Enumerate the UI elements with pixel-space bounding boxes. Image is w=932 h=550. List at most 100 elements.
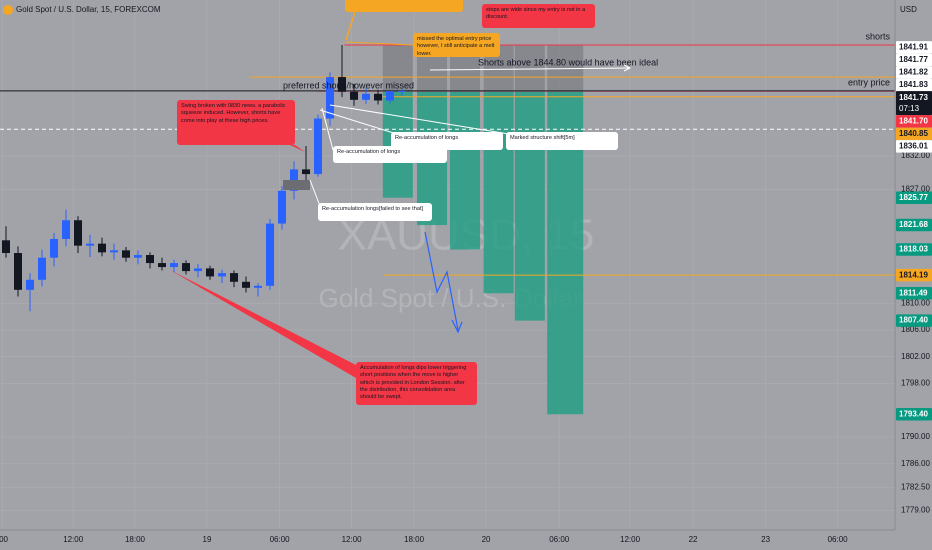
arrow-head [623,64,632,72]
chart-text: preferred shorts/however missed [283,80,414,90]
price-badge-label: 1807.40 [899,316,928,325]
candle-body [26,279,35,290]
x-tick-label: 20 [482,535,491,544]
price-badge-time: 07:13 [899,104,920,113]
candle-body [110,250,119,253]
target-zone [514,91,545,321]
candle-body [38,257,47,280]
price-label: 1841.82 [896,66,932,79]
price-label: 1836.01 [896,140,932,153]
candle-body [314,118,323,175]
price-badge [896,243,932,256]
price-badge-label: 1793.40 [899,409,928,418]
price-badge [896,218,932,232]
y-tick-label: 1806.00 [901,325,930,334]
y-tick-label: 1832.00 [901,151,930,160]
candle-body [170,263,179,268]
price-badge [896,314,932,327]
price-badge [896,115,932,128]
arrow-head [451,319,463,334]
price-badge [896,66,932,79]
y-tick-label: 1779.00 [901,506,930,515]
price-badge [896,191,932,204]
price-badge [896,127,932,141]
candle-body [266,223,275,286]
y-tick-label: 1827.00 [901,185,930,194]
x-tick-label: 06:00 [270,535,291,544]
price-label: 1841.83 [896,78,932,92]
price-label: 1841.91 [896,41,932,54]
candle-body [230,273,239,282]
price-badge-label: 1841.91 [899,42,928,51]
pointer [345,11,356,41]
candle-body [158,263,167,268]
y-tick-label: 1810.00 [901,298,930,307]
price-badge [896,286,932,300]
price-badge-label: 1841.70 [899,116,928,125]
candle-body [74,220,83,246]
note-box [345,0,463,12]
pointer [344,41,414,46]
y-tick-label: 1790.00 [901,432,930,441]
candle-body [362,93,371,100]
price-badge-label: 1818.03 [899,245,928,254]
candle-body [278,190,287,224]
candle-body [62,220,71,239]
projection-path [424,231,459,331]
candle-body [86,243,95,246]
candle-body [338,77,347,92]
x-tick-label: 23 [761,535,770,544]
y-tick-label: 1802.00 [901,352,930,361]
note: missed the optimal entry price however, … [413,33,500,57]
stop-zone [514,44,545,92]
x-tick-label: :00 [0,535,9,544]
x-tick-label: 19 [203,535,212,544]
pointer [170,270,356,378]
note: Accumulation of longs dips lower trigger… [356,362,477,405]
x-tick-label: 18:00 [404,535,425,544]
arrow-line [429,67,631,71]
candle-body [386,91,395,101]
symbol-title: Gold Spot / U.S. Dollar, 15, FOREXCOM [16,5,161,14]
price-badge-label: 1836.01 [899,141,928,150]
candle-body [242,281,251,288]
y-tick-label: 1798.00 [901,379,930,388]
price-badge [896,53,932,67]
target-zone [450,91,481,250]
candle-body [2,240,11,254]
note: stops are wide since my entry is not in … [482,4,595,28]
price-badge [896,78,932,92]
drawings [170,0,632,378]
price-label: 1841.73 07:13 [896,91,932,116]
price-label: 1840.85 [896,127,932,141]
level-label: shorts [865,31,890,41]
candle-body [14,253,23,290]
price-badge-label: 1821.68 [899,220,928,229]
price-badge [896,268,932,282]
price-badge-label: 1811.49 [899,288,928,297]
price-label: 1841.70 [896,115,932,128]
x-tick-label: 12:00 [342,535,363,544]
candle-body [350,91,359,100]
price-label: 1841.77 [896,53,932,67]
pointer [329,104,516,136]
note: Swing broken with 0830 news. a parabolic… [177,100,295,145]
price-badge [896,41,932,54]
candle-body [50,238,59,258]
price-badge-label: 1840.85 [899,129,928,138]
candle-body [218,273,227,277]
candle-body [326,77,335,119]
price-badge [896,408,932,421]
note: Re-accumulation of longs [391,132,503,150]
x-tick-label: 12:00 [620,535,641,544]
candle-body [254,285,263,288]
target-zone [483,91,514,294]
price-label: 1825.77 [896,191,932,204]
pointer [309,179,321,207]
stop-zone [382,44,413,92]
price-badge-label: 1841.73 [899,93,928,102]
price-label: 1807.40 [896,314,932,327]
x-tick-label: 22 [689,535,698,544]
